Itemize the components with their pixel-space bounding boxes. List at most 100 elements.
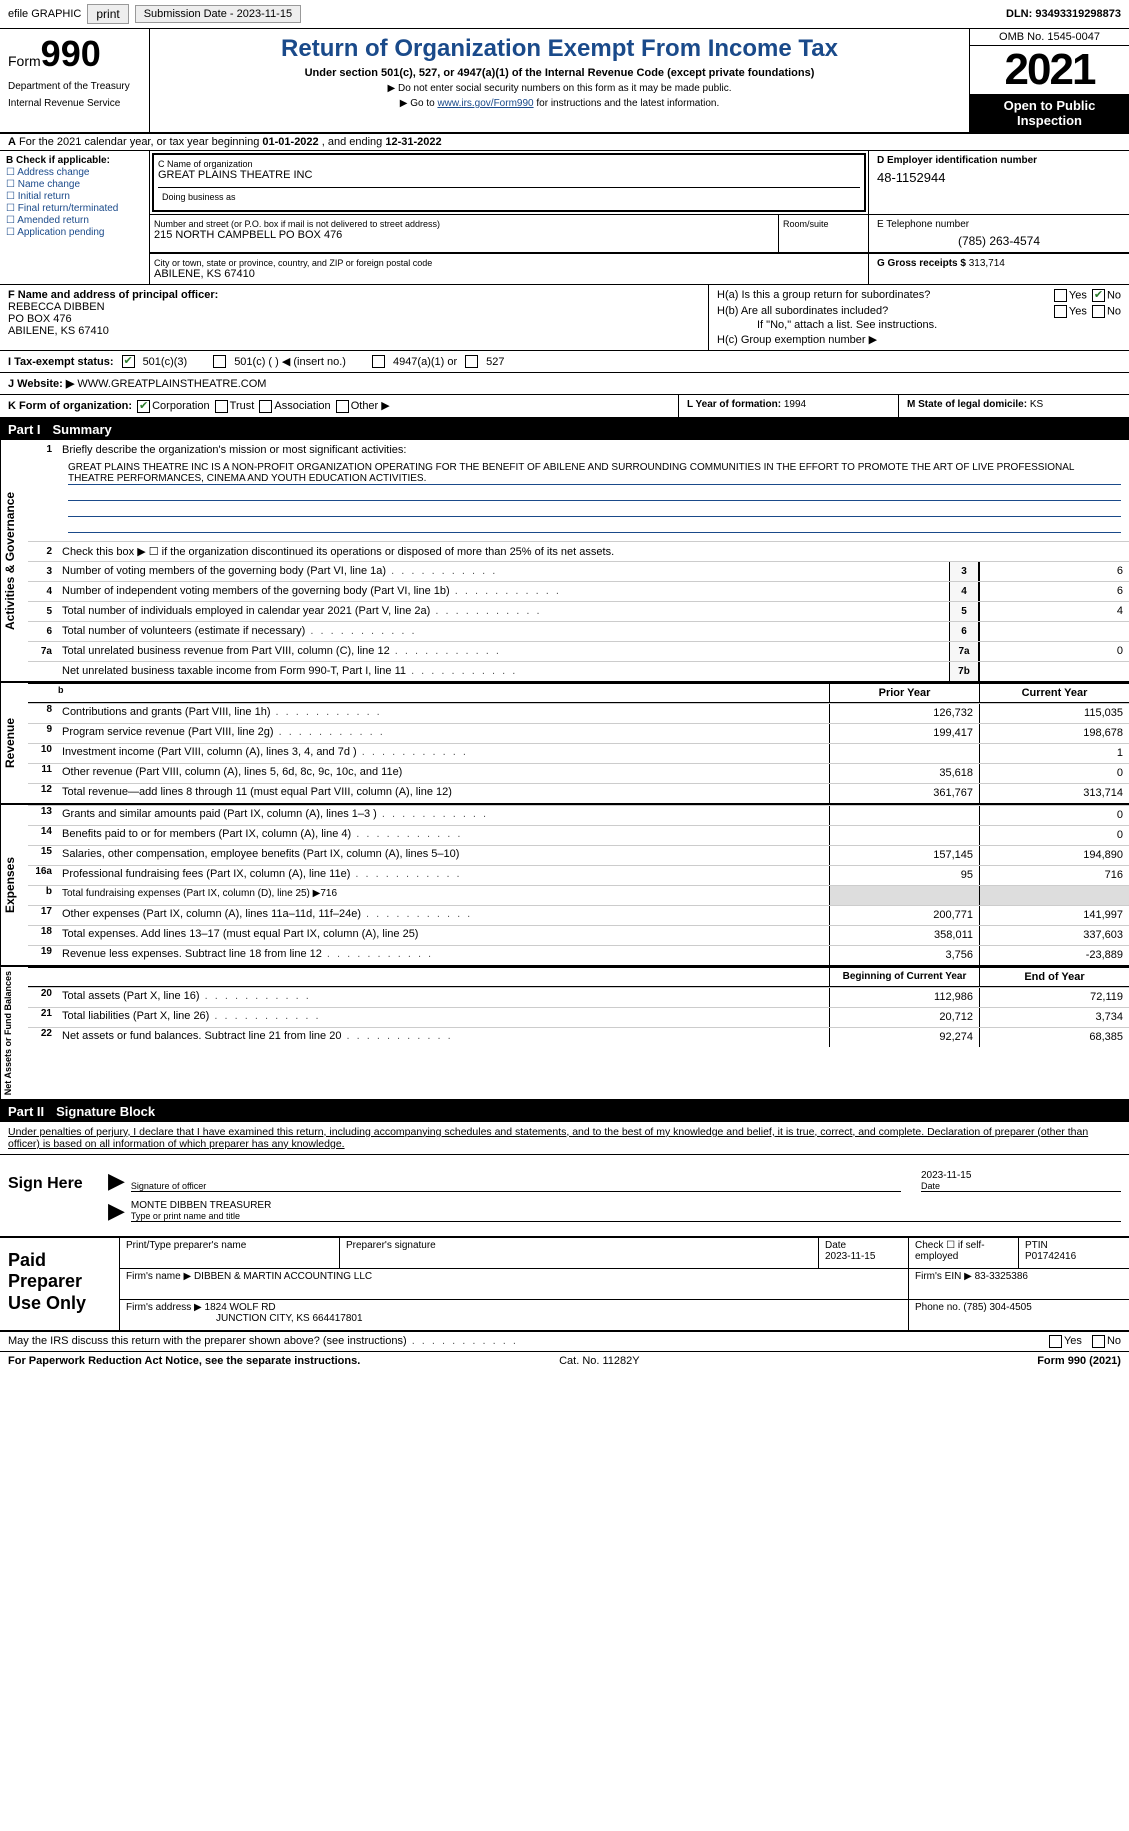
sign-here-label: Sign Here [0, 1155, 100, 1236]
efile-label: efile GRAPHIC [8, 8, 81, 20]
org-name-box: C Name of organization GREAT PLAINS THEA… [152, 153, 866, 212]
omb-number: OMB No. 1545-0047 [970, 29, 1129, 46]
line5-val: 4 [979, 602, 1129, 621]
street-address: Number and street (or P.O. box if mail i… [150, 215, 779, 252]
room-suite: Room/suite [779, 215, 869, 252]
chk-assoc[interactable] [259, 400, 272, 413]
chk-4947[interactable] [372, 355, 385, 368]
line6-val [979, 622, 1129, 641]
chk-amended[interactable]: ☐ Amended return [6, 215, 143, 226]
preparer-date-cell: Date2023-11-15 [819, 1238, 909, 1268]
vtab-net-assets: Net Assets or Fund Balances [0, 967, 28, 1099]
header-title-block: Return of Organization Exempt From Incom… [150, 29, 969, 132]
print-button[interactable]: print [87, 4, 128, 24]
submission-date: Submission Date - 2023-11-15 [135, 5, 301, 23]
line4-val: 6 [979, 582, 1129, 601]
preparer-sig-cell: Preparer's signature [340, 1238, 819, 1268]
form-subtitle: Under section 501(c), 527, or 4947(a)(1)… [160, 67, 959, 79]
revenue-section: Revenue b Prior Year Current Year 8Contr… [0, 683, 1129, 805]
firm-ein-cell: Firm's EIN ▶ 83-3325386 [909, 1269, 1129, 1299]
form-header: Form990 Department of the Treasury Inter… [0, 29, 1129, 134]
row-i-tax-status: I Tax-exempt status: 501(c)(3) 501(c) ( … [0, 351, 1129, 373]
h-b-no[interactable] [1092, 305, 1105, 318]
row-klm: K Form of organization: Corporation Trus… [0, 395, 1129, 419]
col-c: C Name of organization GREAT PLAINS THEA… [150, 151, 1129, 284]
line7b-val [979, 662, 1129, 681]
firm-name-cell: Firm's name ▶ DIBBEN & MARTIN ACCOUNTING… [120, 1269, 909, 1299]
website-url: WWW.GREATPLAINSTHEATRE.COM [74, 378, 266, 390]
part-2-header: Part II Signature Block [0, 1101, 1129, 1122]
mission-text: GREAT PLAINS THEATRE INC IS A NON-PROFIT… [68, 462, 1121, 485]
h-a-no[interactable] [1092, 289, 1105, 302]
officer-name: REBECCA DIBBEN [8, 301, 105, 313]
city-state-zip: City or town, state or province, country… [150, 253, 869, 284]
row-j-website: J Website: ▶ WWW.GREATPLAINSTHEATRE.COM [0, 373, 1129, 395]
chk-other[interactable] [336, 400, 349, 413]
vtab-expenses: Expenses [0, 805, 28, 965]
k-form-org: K Form of organization: Corporation Trus… [0, 395, 679, 417]
col-f-officer: F Name and address of principal officer:… [0, 285, 709, 350]
gross-receipts: 313,714 [969, 258, 1005, 269]
vtab-activities: Activities & Governance [0, 440, 28, 681]
net-assets-section: Net Assets or Fund Balances Beginning of… [0, 967, 1129, 1101]
tax-year: 2021 [970, 46, 1129, 94]
paid-preparer-label: Paid Preparer Use Only [0, 1238, 120, 1330]
officer-signature-line[interactable]: Signature of officer [131, 1163, 901, 1192]
col-b-checkboxes: B Check if applicable: ☐ Address change … [0, 151, 150, 284]
chk-501c3[interactable] [122, 355, 135, 368]
top-toolbar: efile GRAPHIC print Submission Date - 20… [0, 0, 1129, 29]
chk-initial-return[interactable]: ☐ Initial return [6, 191, 143, 202]
h-b-yes[interactable] [1054, 305, 1067, 318]
irs-discuss-row: May the IRS discuss this return with the… [0, 1332, 1129, 1352]
prior-current-header: b Prior Year Current Year [28, 683, 1129, 703]
discuss-no[interactable] [1092, 1335, 1105, 1348]
page-footer: For Paperwork Reduction Act Notice, see … [0, 1352, 1129, 1370]
discuss-yes[interactable] [1049, 1335, 1062, 1348]
col-h: H(a) Is this a group return for subordin… [709, 285, 1129, 350]
chk-501c[interactable] [213, 355, 226, 368]
chk-corp[interactable] [137, 400, 150, 413]
header-left: Form990 Department of the Treasury Inter… [0, 29, 150, 132]
section-b-to-g: B Check if applicable: ☐ Address change … [0, 151, 1129, 285]
chk-trust[interactable] [215, 400, 228, 413]
org-name: GREAT PLAINS THEATRE INC [158, 169, 860, 181]
preparer-name-cell: Print/Type preparer's name [120, 1238, 340, 1268]
section-f-h: F Name and address of principal officer:… [0, 285, 1129, 351]
l-year-formation: L Year of formation: 1994 [679, 395, 899, 417]
row-a-tax-year: A For the 2021 calendar year, or tax yea… [0, 134, 1129, 151]
col-e-phone: E Telephone number (785) 263-4574 [869, 215, 1129, 252]
dln-label: DLN: 93493319298873 [1006, 8, 1121, 20]
signature-declaration: Under penalties of perjury, I declare th… [0, 1122, 1129, 1155]
arrow-icon: ▶ [108, 1170, 125, 1192]
phone-value: (785) 263-4574 [877, 234, 1121, 248]
m-state-domicile: M State of legal domicile: KS [899, 395, 1129, 417]
open-public-inspection: Open to Public Inspection [970, 94, 1129, 132]
activities-governance: Activities & Governance 1Briefly describ… [0, 440, 1129, 683]
part-1-header: Part I Summary [0, 419, 1129, 440]
irs-label: Internal Revenue Service [8, 98, 141, 109]
vtab-revenue: Revenue [0, 683, 28, 803]
col-d-ein: D Employer identification number 48-1152… [869, 151, 1129, 214]
dept-treasury: Department of the Treasury [8, 81, 141, 92]
firm-addr-cell: Firm's address ▶ 1824 WOLF RD JUNCTION C… [120, 1300, 909, 1330]
header-right: OMB No. 1545-0047 2021 Open to Public In… [969, 29, 1129, 132]
form-note2: ▶ Go to www.irs.gov/Form990 for instruct… [160, 98, 959, 109]
chk-address-change[interactable]: ☐ Address change [6, 167, 143, 178]
chk-app-pending[interactable]: ☐ Application pending [6, 227, 143, 238]
h-a-yes[interactable] [1054, 289, 1067, 302]
signature-date: 2023-11-15 Date [921, 1164, 1121, 1192]
chk-name-change[interactable]: ☐ Name change [6, 179, 143, 190]
begin-end-header: Beginning of Current Year End of Year [28, 967, 1129, 987]
self-employed-cell[interactable]: Check ☐ if self-employed [909, 1238, 1019, 1268]
arrow-icon: ▶ [108, 1200, 125, 1222]
line7a-val: 0 [979, 642, 1129, 661]
irs-link[interactable]: www.irs.gov/Form990 [437, 98, 533, 109]
form-note1: ▶ Do not enter social security numbers o… [160, 83, 959, 94]
form-title: Return of Organization Exempt From Incom… [160, 35, 959, 63]
chk-final-return[interactable]: ☐ Final return/terminated [6, 203, 143, 214]
expenses-section: Expenses 13Grants and similar amounts pa… [0, 805, 1129, 967]
chk-527[interactable] [465, 355, 478, 368]
ptin-cell: PTINP01742416 [1019, 1238, 1129, 1268]
ein-value: 48-1152944 [877, 170, 1121, 185]
form-number: Form990 [8, 33, 141, 75]
